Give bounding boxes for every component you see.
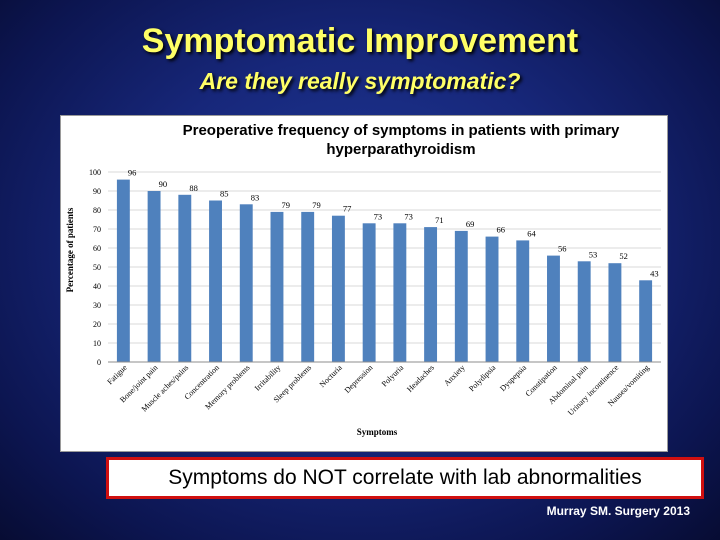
bar-value-label: 90 <box>159 179 168 189</box>
bar-value-label: 66 <box>497 225 506 235</box>
data-labels: 96 90 88 85 83 79 79 77 73 73 71 69 66 64 56 53 52 43 <box>128 168 659 279</box>
bar-value-label: 85 <box>220 189 229 199</box>
bar-value-label: 77 <box>343 204 352 214</box>
bar <box>331 215 345 362</box>
x-tick-label: Depression <box>343 363 375 395</box>
citation: Murray SM. Surgery 2013 <box>546 504 690 518</box>
bar-value-label: 79 <box>281 200 290 210</box>
x-tick-label: Anxiety <box>442 363 467 388</box>
bar <box>178 194 192 362</box>
bar <box>301 211 315 362</box>
bar-value-label: 64 <box>527 228 536 238</box>
x-tick-label: Polyuria <box>380 363 406 389</box>
bar <box>147 191 161 362</box>
bar <box>639 280 653 362</box>
x-tick-label: Nocturia <box>318 363 344 389</box>
y-tick-label: 100 <box>89 168 101 177</box>
callout-box: Symptoms do NOT correlate with lab abnor… <box>106 457 704 499</box>
slide-subtitle: Are they really symptomatic? <box>199 68 521 94</box>
gridlines <box>108 171 661 344</box>
x-tick-label: Dyspepsia <box>498 363 528 393</box>
y-tick-label: 0 <box>97 358 101 367</box>
bar-chart: 96 90 88 85 83 79 79 77 73 73 71 69 66 64 56 53 52 43 0 10… <box>65 122 661 437</box>
bar <box>239 204 253 362</box>
chart-title-line-2: hyperparathyroidism <box>326 141 475 158</box>
bar <box>608 263 622 362</box>
bar <box>209 200 222 362</box>
bar-value-label: 73 <box>404 211 413 221</box>
x-tick-label: Fatigue <box>105 363 129 387</box>
bar-value-label: 52 <box>619 251 628 261</box>
bar-value-label: 88 <box>189 183 198 193</box>
y-tick-label: 40 <box>93 282 101 291</box>
bar-value-label: 71 <box>435 215 444 225</box>
y-tick-label: 90 <box>93 187 101 196</box>
x-tick-label: Polydipsia <box>467 363 498 394</box>
bar-value-label: 53 <box>589 249 598 259</box>
chart-panel: 96 90 88 85 83 79 79 77 73 73 71 69 66 64 56 53 52 43 0 10… <box>60 115 668 452</box>
bar-value-label: 96 <box>128 168 137 178</box>
y-tick-label: 60 <box>93 244 101 253</box>
bar <box>393 223 407 362</box>
y-tick-label: 10 <box>93 339 101 348</box>
y-axis-title: Percentage of patients <box>65 207 75 292</box>
bar <box>485 236 499 362</box>
bar <box>454 230 468 362</box>
bars <box>116 179 653 362</box>
y-axis-ticks: 0 10 20 30 40 50 60 70 80 90 100 <box>89 168 101 367</box>
bar-value-label: 56 <box>558 244 567 254</box>
bar <box>270 211 284 362</box>
bar-value-label: 83 <box>251 192 260 202</box>
bar <box>424 227 438 362</box>
x-axis-title: Symptoms <box>357 427 398 437</box>
x-tick-label: Headaches <box>405 363 436 394</box>
bar <box>362 223 376 362</box>
bar <box>516 240 530 362</box>
y-tick-label: 80 <box>93 206 101 215</box>
y-tick-label: 50 <box>93 263 101 272</box>
bar <box>547 255 560 362</box>
bar-value-label: 79 <box>312 200 321 210</box>
y-tick-label: 20 <box>93 320 101 329</box>
bar-value-label: 43 <box>650 268 659 278</box>
y-tick-label: 30 <box>93 301 101 310</box>
slide-title: Symptomatic Improvement <box>141 22 579 60</box>
x-tick-label: Irritability <box>253 363 283 393</box>
y-tick-label: 70 <box>93 225 101 234</box>
bar <box>577 261 591 362</box>
bar-value-label: 69 <box>466 219 475 229</box>
bar <box>116 179 130 362</box>
chart-title-line-1: Preoperative frequency of symptoms in pa… <box>183 122 620 139</box>
bar-value-label: 73 <box>374 211 383 221</box>
